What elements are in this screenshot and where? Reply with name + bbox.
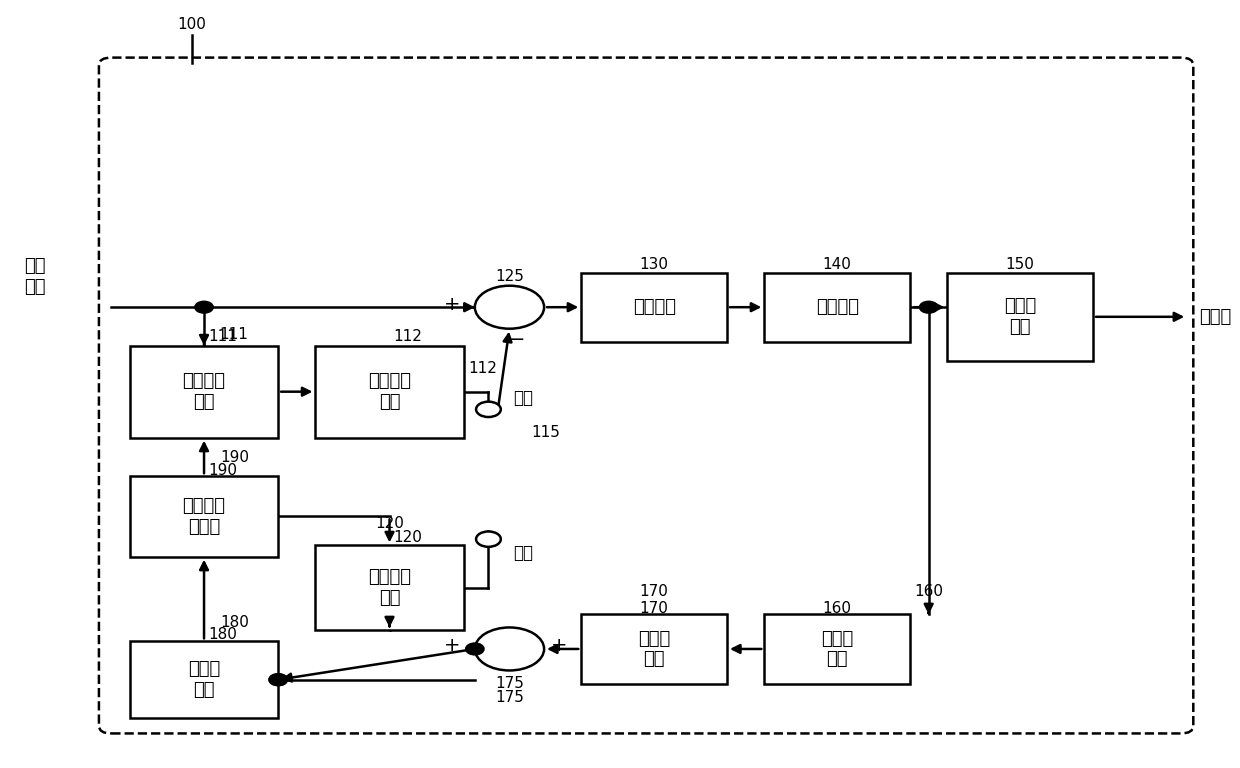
Text: 滤波器
单元: 滤波器 单元 <box>188 660 221 699</box>
Circle shape <box>476 402 501 417</box>
Text: 反量化
单元: 反量化 单元 <box>821 630 853 668</box>
FancyBboxPatch shape <box>582 273 727 342</box>
Text: 111: 111 <box>219 326 248 342</box>
Text: 运动补偿
单元: 运动补偿 单元 <box>368 372 410 411</box>
Text: 175: 175 <box>495 676 525 691</box>
Text: 参考画面
缓冲器: 参考画面 缓冲器 <box>182 497 226 536</box>
FancyBboxPatch shape <box>130 476 278 557</box>
Text: 输入
图像: 输入 图像 <box>24 257 46 296</box>
Text: 111: 111 <box>208 329 237 344</box>
Text: 115: 115 <box>532 425 560 440</box>
Text: +: + <box>444 637 461 655</box>
Text: 100: 100 <box>177 17 206 32</box>
FancyBboxPatch shape <box>130 346 278 438</box>
Circle shape <box>196 302 213 313</box>
FancyBboxPatch shape <box>315 346 464 438</box>
Text: 112: 112 <box>467 361 497 376</box>
Text: 125: 125 <box>495 269 525 284</box>
Circle shape <box>476 531 501 547</box>
Text: 逆变换
单元: 逆变换 单元 <box>639 630 671 668</box>
Text: −: − <box>508 330 525 349</box>
Circle shape <box>269 674 286 685</box>
Text: 帧内预测
单元: 帧内预测 单元 <box>368 568 410 607</box>
Text: 175: 175 <box>495 690 525 705</box>
Text: 120: 120 <box>393 530 423 545</box>
FancyBboxPatch shape <box>315 545 464 630</box>
Text: 180: 180 <box>221 614 249 630</box>
Text: +: + <box>444 295 461 313</box>
Text: 112: 112 <box>393 329 423 344</box>
Circle shape <box>466 644 484 654</box>
Text: 比特流: 比特流 <box>1199 308 1231 326</box>
Circle shape <box>269 674 286 685</box>
Text: 120: 120 <box>374 516 404 531</box>
Text: 160: 160 <box>914 584 944 599</box>
Text: 160: 160 <box>822 601 852 616</box>
FancyBboxPatch shape <box>764 614 910 684</box>
Circle shape <box>475 286 544 329</box>
Text: 190: 190 <box>208 462 237 478</box>
FancyBboxPatch shape <box>764 273 910 342</box>
FancyBboxPatch shape <box>947 273 1094 361</box>
FancyBboxPatch shape <box>582 614 727 684</box>
Circle shape <box>920 302 937 313</box>
Text: 变换单元: 变换单元 <box>632 298 676 316</box>
Text: 帧间: 帧间 <box>513 389 533 407</box>
Text: 运动预测
单元: 运动预测 单元 <box>182 372 226 411</box>
Text: 170: 170 <box>640 584 668 599</box>
Text: 帧内: 帧内 <box>513 544 533 562</box>
Text: 170: 170 <box>640 601 668 616</box>
FancyBboxPatch shape <box>130 641 278 718</box>
Text: 量化单元: 量化单元 <box>816 298 858 316</box>
Circle shape <box>475 627 544 670</box>
Text: 熵编码
单元: 熵编码 单元 <box>1004 297 1037 336</box>
Text: 140: 140 <box>822 257 852 273</box>
Text: 130: 130 <box>640 257 668 273</box>
Text: 180: 180 <box>208 627 237 642</box>
Text: +: + <box>551 637 567 655</box>
Text: 150: 150 <box>1006 257 1034 273</box>
Text: 190: 190 <box>221 449 249 465</box>
